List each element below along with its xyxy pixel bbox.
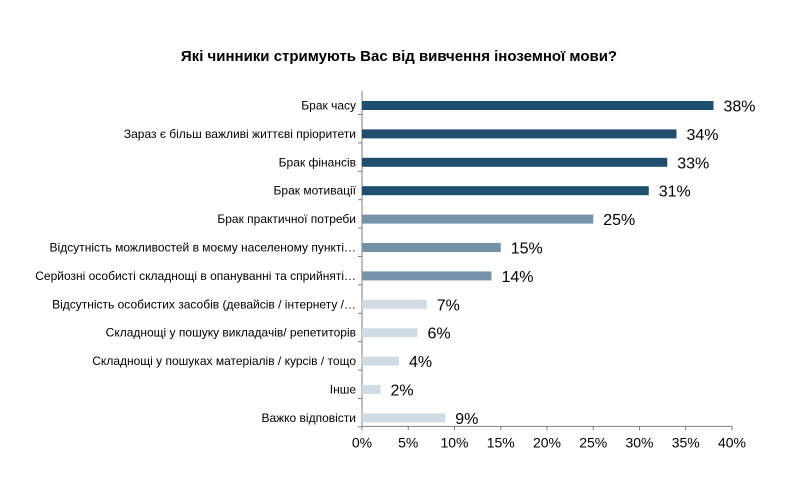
x-tick-label: 0% [352,434,372,450]
category-label: Брак мотивації [274,184,357,198]
data-label: 6% [428,326,451,343]
bar [362,299,427,309]
bar [362,271,492,281]
category-label: Серйозні особисті складнощі в опануванні… [35,269,356,283]
data-label: 9% [455,411,478,428]
x-tick-label: 35% [672,434,700,450]
data-label: 2% [391,383,414,400]
x-tick-label: 20% [533,434,561,450]
bar [362,385,381,394]
bar [362,101,714,110]
x-tick-label: 30% [625,434,653,450]
category-label: Брак фінансів [279,155,356,169]
category-label: Складнощі у пошуках матеріалів / курсів … [92,354,356,368]
bar [362,214,594,224]
x-tick-label: 10% [440,434,468,450]
x-tick-label: 40% [718,434,746,450]
data-label: 15% [511,241,543,258]
data-label: 38% [724,99,756,116]
data-label: 25% [603,212,635,229]
category-label: Складнощі у пошуку викладачів/ репетитор… [106,326,356,340]
data-label: 31% [659,184,691,201]
data-label: 14% [502,269,534,286]
bar [362,356,399,366]
data-label: 33% [677,155,709,172]
bar [362,243,501,252]
category-label: Інше [330,383,357,397]
category-label: Відсутність особистих засобів (девайсів … [52,297,356,311]
bar [362,413,446,423]
bar [362,186,649,196]
bar [362,129,677,139]
category-label: Брак часу [301,99,356,113]
data-label: 34% [687,127,719,144]
data-label: 4% [409,354,432,371]
category-label: Брак практичної потреби [217,212,356,226]
x-tick-label: 25% [579,434,607,450]
chart-title: Які чинники стримують Вас від вивчення і… [180,48,618,65]
x-tick-label: 15% [487,434,515,450]
category-label: Відсутність можливостей в моєму населено… [50,241,356,255]
data-label: 7% [437,297,460,314]
category-label: Зараз є більш важливі життєві пріоритети [124,127,356,141]
x-tick-label: 5% [398,434,418,450]
bar [362,328,418,338]
category-label: Важко відповісти [261,411,356,425]
bar [362,157,668,167]
